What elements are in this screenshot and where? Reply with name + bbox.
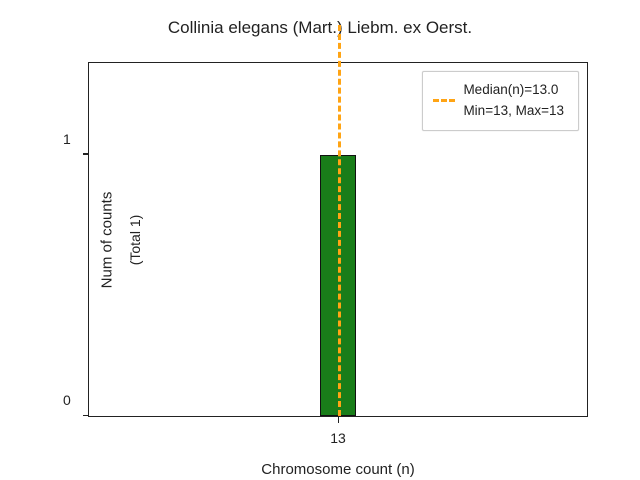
legend-text-block: Median(n)=13.0 Min=13, Max=13 — [463, 80, 564, 122]
x-tick-mark-0 — [338, 416, 339, 423]
y-tick-label-1: 1 — [63, 131, 71, 147]
y-tick-mark-1 — [83, 153, 89, 154]
y-axis-title: Num of counts — [99, 191, 116, 288]
chart-container: Collinia elegans (Mart.) Liebm. ex Oerst… — [0, 0, 640, 480]
median-legend-swatch — [433, 99, 455, 102]
y-axis-total-label: (Total 1) — [127, 214, 143, 265]
median-line[interactable] — [338, 25, 341, 416]
chart-title: Collinia elegans (Mart.) Liebm. ex Oerst… — [0, 18, 640, 38]
x-axis-title: Chromosome count (n) — [261, 461, 414, 478]
plot-area: 0 1 13 Median(n)=13.0 Min=13, Max=13 Num… — [88, 62, 588, 417]
x-tick-label-0: 13 — [330, 430, 346, 446]
y-tick-label-0: 0 — [63, 392, 71, 408]
legend-box[interactable]: Median(n)=13.0 Min=13, Max=13 — [422, 71, 579, 131]
legend-line1: Median(n)=13.0 — [463, 80, 564, 101]
legend-line2: Min=13, Max=13 — [463, 101, 564, 122]
legend-row: Median(n)=13.0 Min=13, Max=13 — [433, 80, 564, 122]
y-tick-mark-0 — [83, 415, 89, 416]
